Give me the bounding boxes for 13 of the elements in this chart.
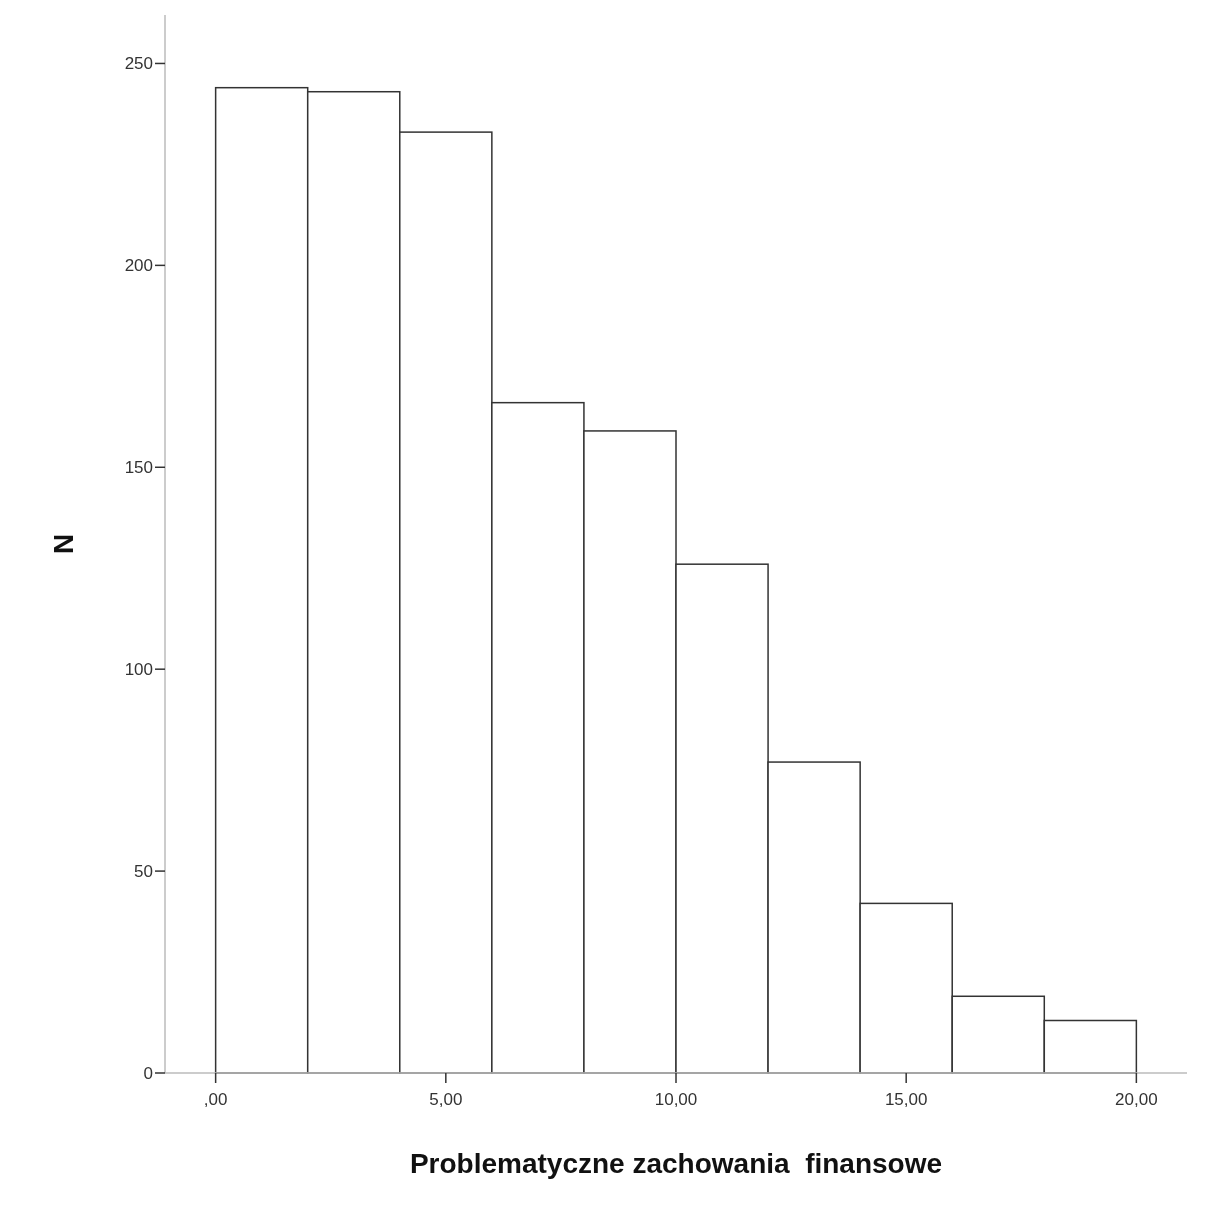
- x-tick-label: 5,00: [429, 1090, 463, 1109]
- y-tick-label: 250: [124, 54, 153, 74]
- y-tick-label: 100: [124, 660, 153, 680]
- y-tick-label: 150: [124, 458, 153, 478]
- y-tick-label: 50: [134, 862, 153, 882]
- y-tick-label: 0: [143, 1063, 153, 1083]
- x-tick-label: 15,00: [884, 1090, 928, 1109]
- x-axis-title: Problematyczne zachowania finansowe: [409, 1148, 943, 1179]
- x-tick-label: 10,00: [654, 1090, 698, 1109]
- y-axis-title: N: [48, 533, 79, 555]
- x-tick-label: 20,00: [1115, 1090, 1158, 1109]
- x-tick-label: ,00: [203, 1090, 228, 1109]
- y-tick-label: 200: [124, 256, 153, 276]
